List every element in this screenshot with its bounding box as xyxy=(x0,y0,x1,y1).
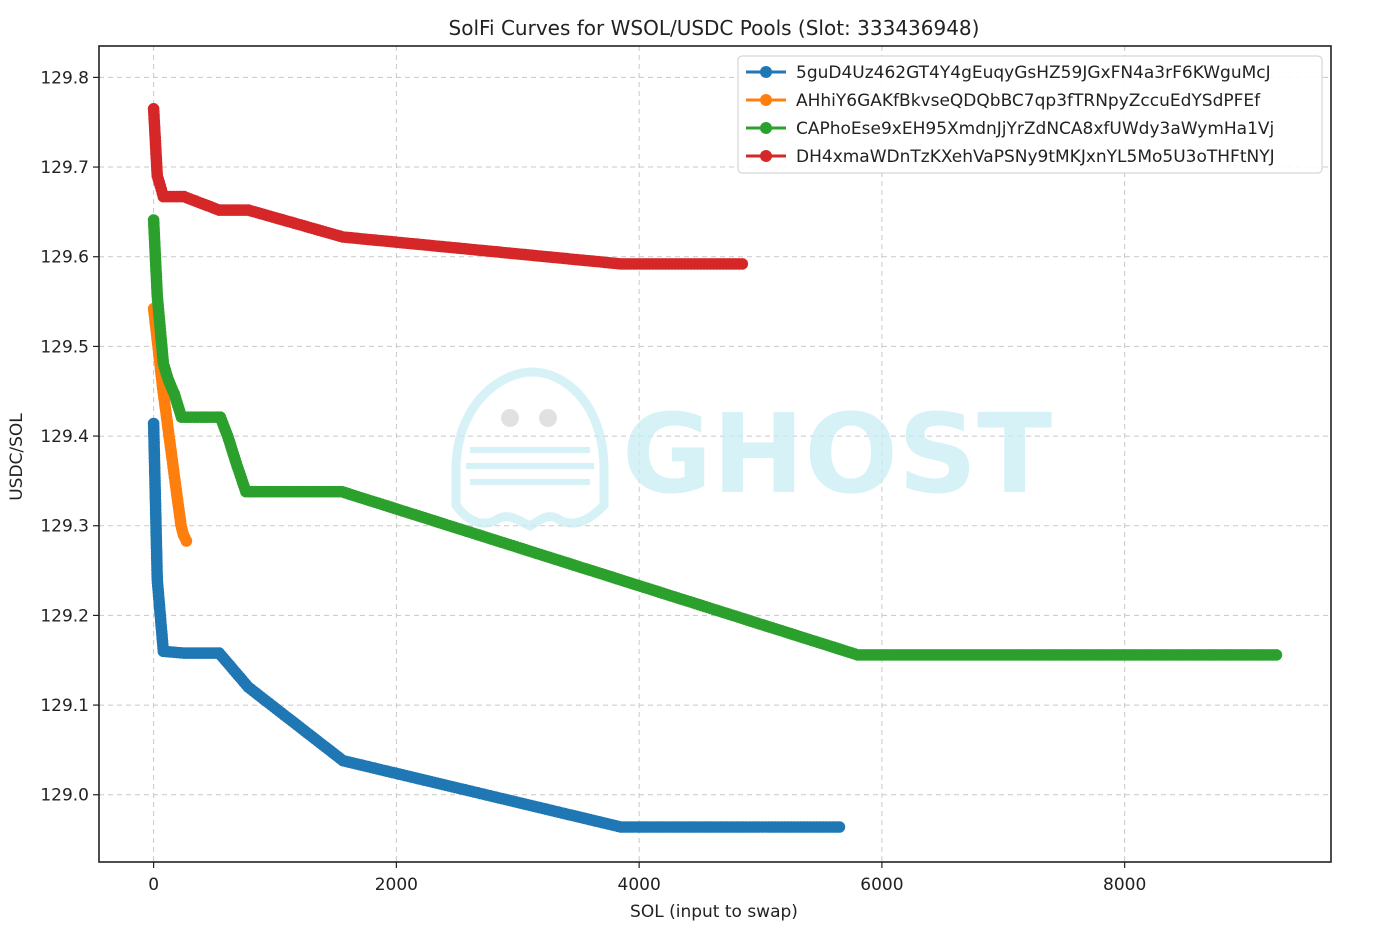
y-axis-label: USDC/SOL xyxy=(7,413,27,501)
legend-marker-swatch xyxy=(760,94,772,106)
legend-item: DH4xmaWDnTzKXehVaPSNy9tMKJxnYL5Mo5U3oTHF… xyxy=(746,147,1275,167)
data-point xyxy=(833,821,846,833)
x-tick-label: 6000 xyxy=(860,875,903,895)
legend: 5guD4Uz462GT4Y4gEuqyGsHZ59JGxFN4a3rF6KWg… xyxy=(737,55,1323,174)
data-point xyxy=(1270,649,1283,661)
y-tick-label: 129.6 xyxy=(40,248,89,268)
y-tick-label: 129.7 xyxy=(40,158,89,178)
series-1 xyxy=(147,417,846,833)
series-3 xyxy=(147,214,1283,661)
series-layer xyxy=(147,103,1283,833)
legend-label: DH4xmaWDnTzKXehVaPSNy9tMKJxnYL5Mo5U3oTHF… xyxy=(796,147,1275,167)
y-tick-label: 129.8 xyxy=(40,68,89,88)
y-axis: 129.0 129.1 129.2 129.3 129.4 129.5 129.6 129.7… xyxy=(40,68,99,806)
legend-label: 5guD4Uz462GT4Y4gEuqyGsHZ59JGxFN4a3rF6KWg… xyxy=(796,63,1271,83)
legend-marker-swatch xyxy=(760,66,772,78)
y-tick-label: 129.2 xyxy=(40,606,89,626)
x-axis-label: SOL (input to swap) xyxy=(630,902,798,922)
y-tick-label: 129.0 xyxy=(40,786,89,806)
legend-label: AHhiY6GAKfBkvseQDQbBC7qp3fTRNpyZccuEdYSd… xyxy=(796,91,1261,111)
legend-marker-swatch xyxy=(760,122,772,134)
ghost-watermark: GHOST xyxy=(451,367,1052,532)
x-tick-label: 4000 xyxy=(618,875,661,895)
x-tick-label: 2000 xyxy=(375,875,418,895)
legend-item: AHhiY6GAKfBkvseQDQbBC7qp3fTRNpyZccuEdYSd… xyxy=(746,91,1261,111)
x-tick-label: 8000 xyxy=(1103,875,1146,895)
data-point xyxy=(180,535,193,547)
y-tick-label: 129.5 xyxy=(40,337,89,357)
legend-item: CAPhoEse9xEH95XmdnJjYrZdNCA8xfUWdy3aWymH… xyxy=(746,119,1274,139)
y-tick-label: 129.4 xyxy=(40,427,89,447)
chart-title: SolFi Curves for WSOL/USDC Pools (Slot: … xyxy=(449,16,980,40)
plot-frame xyxy=(98,45,1332,863)
series-4 xyxy=(147,103,749,270)
legend-item: 5guD4Uz462GT4Y4gEuqyGsHZ59JGxFN4a3rF6KWg… xyxy=(746,63,1271,83)
watermark-text: GHOST xyxy=(622,390,1052,518)
ghost-logo-icon xyxy=(451,367,609,532)
legend-box xyxy=(737,55,1323,174)
data-point xyxy=(736,258,749,270)
legend-label: CAPhoEse9xEH95XmdnJjYrZdNCA8xfUWdy3aWymH… xyxy=(796,119,1274,139)
x-tick-label: 0 xyxy=(148,875,159,895)
legend-marker-swatch xyxy=(760,150,772,162)
x-axis: 0 2000 4000 6000 8000 xyxy=(148,862,1146,895)
y-tick-label: 129.1 xyxy=(40,696,89,716)
y-tick-label: 129.3 xyxy=(40,517,89,537)
